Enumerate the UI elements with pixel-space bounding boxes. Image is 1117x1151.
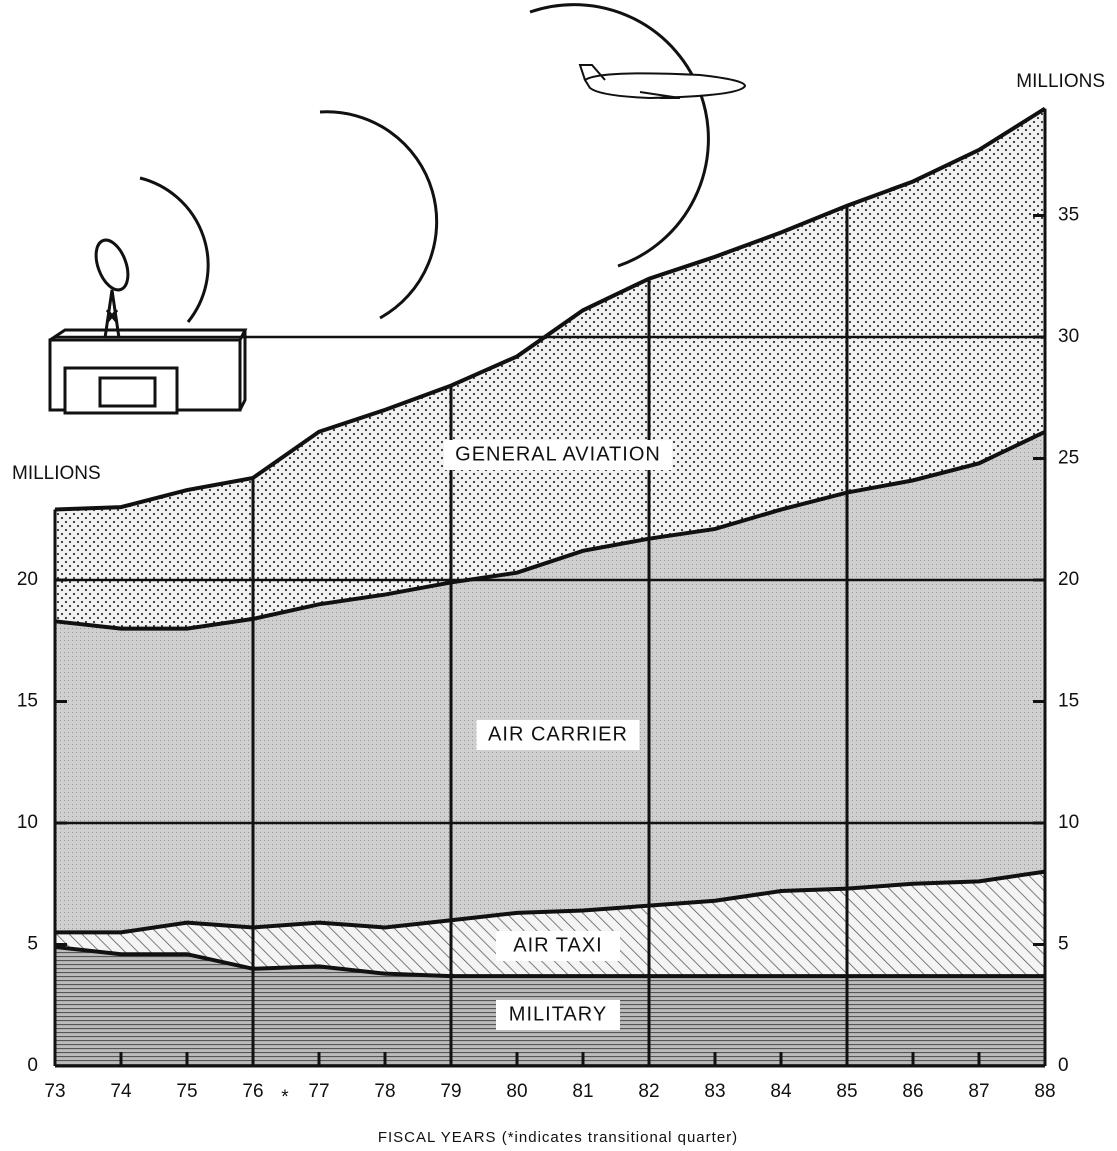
y2-tick-label: 15 [1058,691,1079,712]
y-tick-label: 15 [17,691,38,712]
x-tick-label: 88 [1034,1081,1055,1102]
area-boundary [55,869,1046,935]
y2-tick-label: 25 [1058,448,1079,469]
area-boundary [54,429,1046,631]
illustration [48,3,747,415]
x-tick-label: 84 [770,1081,792,1102]
y2-tick-label: 5 [1058,934,1069,955]
y2-tick-label: 0 [1058,1055,1069,1076]
area [55,431,1045,933]
x-tick-label: 78 [374,1081,395,1102]
x-axis-title: FISCAL YEARS (*indicates transitional qu… [378,1129,738,1146]
x-tick-label: 73 [44,1081,65,1102]
area [55,108,1045,629]
label-bg [444,440,672,470]
y-tick-label: 10 [17,812,38,833]
label-bg [476,720,640,750]
x-tick-label: 79 [440,1081,461,1102]
y2-tick-label: 35 [1058,205,1079,226]
series-label: MILITARY [509,1003,607,1025]
y2-axis-title: MILLIONS [1016,71,1105,92]
x-tick-label: 87 [968,1081,989,1102]
area-boundary [54,106,1047,512]
x-tick-label: 77 [308,1081,329,1102]
series-label: AIR CARRIER [488,723,628,745]
y-tick-label: 0 [27,1055,38,1076]
x-tick-label: 75 [176,1081,197,1102]
x-tick-label: 76 [242,1081,263,1102]
label-bg [496,1000,620,1030]
x-tick-label: 81 [572,1081,593,1102]
x-tick-label: 86 [902,1081,923,1102]
x-tick-label: 85 [836,1081,857,1102]
area [55,871,1045,977]
x-tick-label: 83 [704,1081,725,1102]
y2-tick-label: 10 [1058,812,1079,833]
y-axis-title: MILLIONS [12,463,101,484]
y2-tick-label: 20 [1058,569,1079,590]
series-label: GENERAL AVIATION [455,443,661,465]
area-boundary [54,944,1045,979]
x-tick-label: 80 [506,1081,527,1102]
label-bg [496,931,620,961]
x-tick-label: 74 [110,1081,132,1102]
y-tick-label: 5 [27,934,38,955]
x-tick-label: 82 [638,1081,659,1102]
y2-tick-label: 30 [1058,326,1079,347]
series-label: AIR TAXI [513,934,603,956]
y-tick-label: 20 [17,569,38,590]
transition-marker: * [281,1087,289,1108]
